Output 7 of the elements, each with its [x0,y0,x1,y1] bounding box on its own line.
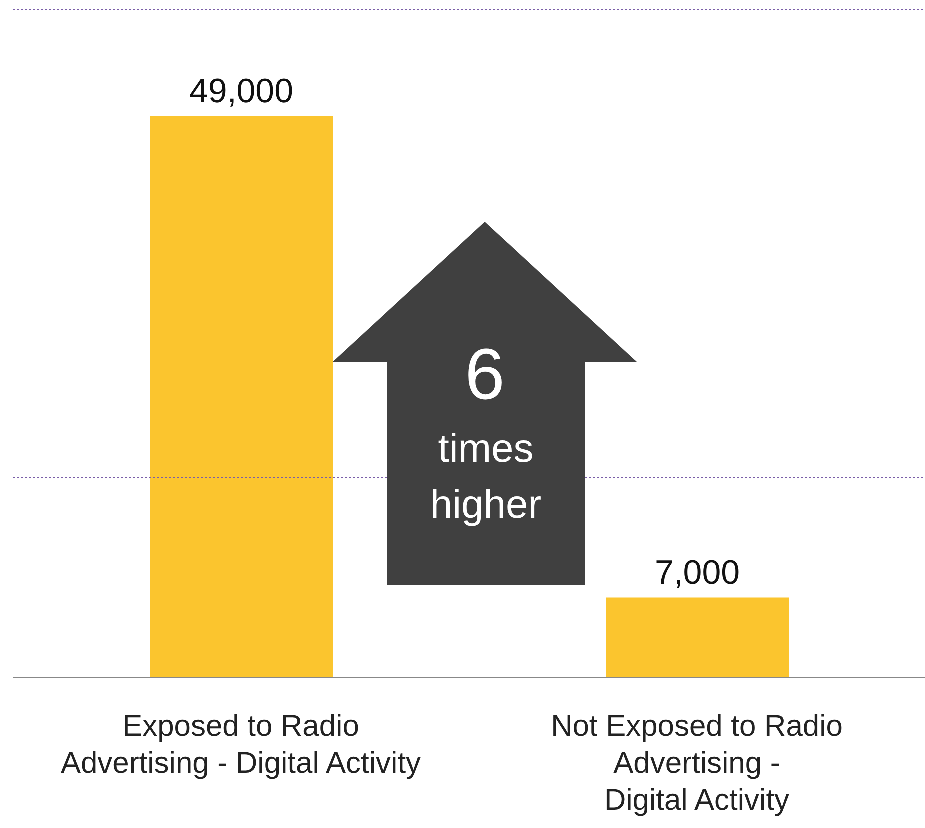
annotation: times higher [429,426,543,529]
data-label: 7,000 [654,554,740,592]
x-tick-label: Not Exposed to Radio Advertising - Digital Activity [550,709,844,819]
arrow-icon: 6 times higher [332,221,638,586]
data-label: 49,000 [190,72,294,111]
annotation: 6 [464,335,506,415]
x-tick-label: Exposed to Radio Advertising - Digital Activity [60,709,422,782]
